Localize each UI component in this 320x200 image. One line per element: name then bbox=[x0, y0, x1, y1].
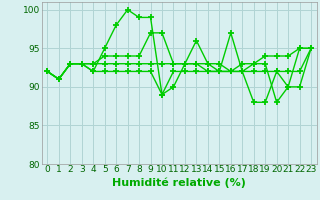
X-axis label: Humidité relative (%): Humidité relative (%) bbox=[112, 177, 246, 188]
